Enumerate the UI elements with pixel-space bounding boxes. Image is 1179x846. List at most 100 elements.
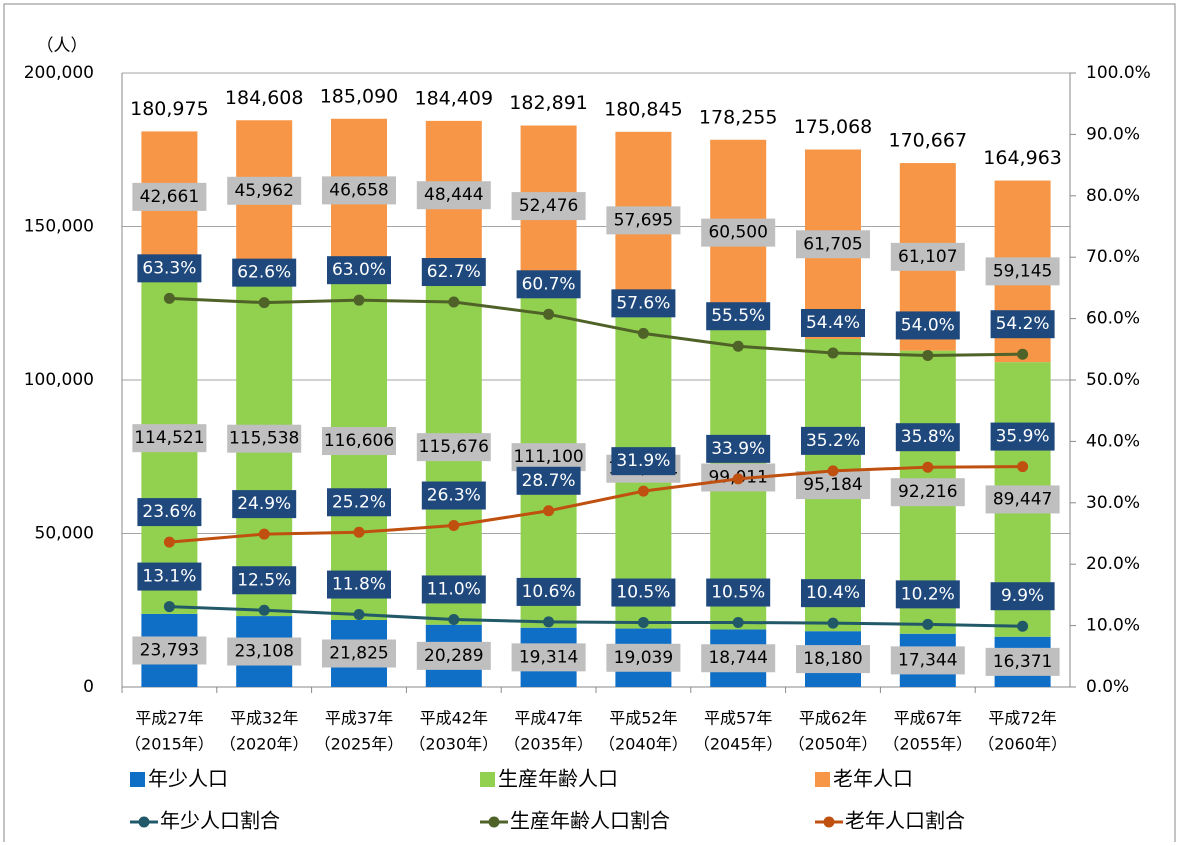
data-label: 23.6% — [142, 502, 196, 522]
data-label: 45,962 — [234, 181, 293, 201]
total-label: 182,891 — [509, 92, 588, 114]
label-box — [516, 577, 581, 606]
line-point — [922, 618, 934, 630]
label-box — [227, 637, 302, 666]
y2-tick-label: 0.0% — [1086, 677, 1129, 697]
label-box — [801, 308, 865, 337]
x-tick-label: （2055年） — [883, 735, 972, 754]
label-box — [132, 424, 207, 453]
data-label: 17,344 — [898, 650, 957, 670]
legend-swatch — [130, 772, 145, 787]
line-point — [353, 609, 365, 621]
x-tick-label: 平成52年 — [609, 709, 677, 728]
y2-tick-label: 60.0% — [1086, 309, 1140, 329]
data-label: 10.5% — [616, 583, 670, 603]
y2-tick-label: 20.0% — [1086, 554, 1140, 574]
y-tick-label: 50,000 — [35, 524, 94, 544]
line-point — [732, 473, 744, 485]
legend-swatch — [815, 772, 830, 787]
data-label: 31.9% — [616, 451, 670, 471]
line-point — [827, 617, 839, 629]
y2-tick-label: 50.0% — [1086, 370, 1140, 390]
label-box — [801, 426, 865, 455]
x-tick-label: 平成67年 — [894, 709, 962, 728]
data-label: 35.9% — [996, 427, 1050, 447]
label-box — [890, 646, 965, 675]
label-box — [895, 580, 960, 609]
line-point — [732, 340, 744, 352]
label-box — [232, 566, 297, 595]
data-label: 26.3% — [427, 486, 481, 506]
legend-label: 年少人口割合 — [160, 809, 280, 833]
x-tick-label: （2020年） — [220, 735, 309, 754]
data-label: 19,314 — [519, 647, 578, 667]
label-box — [611, 447, 676, 476]
x-tick-label: 平成27年 — [135, 709, 203, 728]
line-point — [637, 485, 649, 497]
label-box — [327, 256, 391, 285]
x-tick-label: （2015年） — [125, 735, 214, 754]
data-label: 21,825 — [329, 643, 388, 663]
data-label: 20,289 — [424, 646, 483, 666]
label-box — [606, 206, 681, 235]
y-axis-unit: （人） — [37, 36, 88, 56]
data-label: 42,661 — [140, 187, 199, 207]
legend-dot — [138, 816, 150, 828]
data-label: 89,447 — [993, 489, 1052, 509]
data-label: 46,658 — [329, 180, 388, 200]
data-label: 25.2% — [332, 492, 386, 512]
line-point — [258, 528, 270, 540]
label-box — [227, 424, 302, 453]
label-box — [706, 434, 771, 463]
y2-tick-label: 100.0% — [1086, 63, 1151, 83]
line-point — [922, 349, 934, 361]
legend-label: 老年人口割合 — [845, 809, 965, 833]
line-point — [163, 601, 175, 613]
data-label: 62.7% — [427, 262, 481, 282]
x-tick-label: 平成62年 — [799, 709, 867, 728]
y-tick-label: 100,000 — [24, 370, 94, 390]
label-box — [232, 490, 297, 519]
label-box — [322, 176, 396, 205]
total-label: 185,090 — [320, 85, 399, 107]
x-tick-label: （2035年） — [504, 735, 593, 754]
data-label: 18,180 — [803, 649, 862, 669]
label-box — [516, 466, 581, 495]
y-tick-label: 0 — [83, 677, 94, 697]
x-tick-label: 平成47年 — [514, 709, 582, 728]
label-box — [416, 181, 491, 210]
total-label: 170,667 — [889, 130, 968, 152]
legend-label: 老年人口 — [833, 767, 913, 791]
data-label: 115,676 — [419, 437, 489, 457]
line-point — [732, 617, 744, 629]
line-point — [637, 617, 649, 629]
line — [169, 465, 1023, 544]
data-label: 60.7% — [522, 274, 576, 294]
label-box — [706, 578, 771, 607]
data-label: 35.8% — [901, 427, 955, 447]
label-box — [890, 478, 965, 507]
line-point — [827, 347, 839, 359]
label-box — [801, 579, 865, 608]
label-box — [701, 218, 776, 247]
data-label: 59,145 — [993, 261, 1052, 281]
label-box — [611, 289, 676, 318]
label-box — [701, 644, 776, 673]
data-label: 13.1% — [142, 567, 196, 587]
data-label: 60,500 — [708, 223, 767, 243]
label-box — [137, 254, 202, 283]
label-box — [416, 433, 491, 462]
total-label: 175,068 — [794, 116, 873, 138]
data-label: 61,705 — [803, 234, 862, 254]
label-box — [890, 242, 965, 271]
line-point — [1017, 348, 1029, 360]
line-point — [543, 505, 555, 517]
x-tick-label: （2030年） — [409, 735, 498, 754]
label-box — [706, 302, 771, 331]
legend-swatch — [480, 772, 495, 787]
legend-label: 年少人口 — [148, 767, 228, 791]
label-box — [322, 639, 396, 668]
y-tick-label: 150,000 — [24, 217, 94, 237]
line-point — [543, 308, 555, 320]
label-box — [606, 643, 681, 672]
